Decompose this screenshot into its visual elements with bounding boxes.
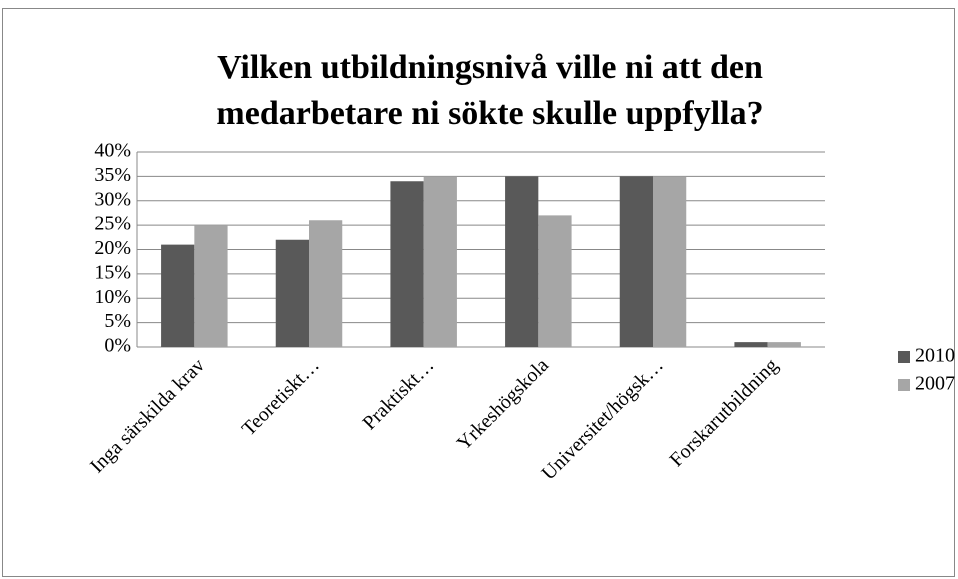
bar [505, 176, 539, 347]
bar [734, 342, 768, 347]
bar [309, 220, 343, 347]
chart-title: medarbetare ni sökte skulle uppfylla? [216, 95, 763, 132]
legend-swatch [898, 351, 910, 363]
y-tick-label: 35% [94, 164, 131, 186]
legend-label: 2010 [915, 345, 955, 367]
y-tick-label: 25% [94, 213, 131, 235]
bar [619, 176, 653, 347]
bar [390, 181, 424, 347]
chart-title: Vilken utbildningsnivå ville ni att den [217, 49, 763, 86]
bar [275, 239, 309, 347]
y-tick-label: 0% [104, 335, 131, 357]
bar [423, 176, 457, 347]
y-tick-label: 40% [94, 140, 131, 162]
bar [194, 225, 228, 347]
bar [538, 215, 572, 347]
y-tick-label: 5% [104, 310, 131, 332]
legend-swatch [898, 379, 910, 391]
bar [161, 244, 195, 347]
y-tick-label: 15% [94, 261, 131, 283]
bar [653, 176, 687, 347]
legend-label: 2007 [915, 373, 955, 395]
y-tick-label: 10% [94, 286, 131, 308]
bar [767, 342, 801, 347]
chart-border [2, 8, 955, 577]
y-tick-label: 20% [94, 237, 131, 259]
y-tick-label: 30% [94, 188, 131, 210]
